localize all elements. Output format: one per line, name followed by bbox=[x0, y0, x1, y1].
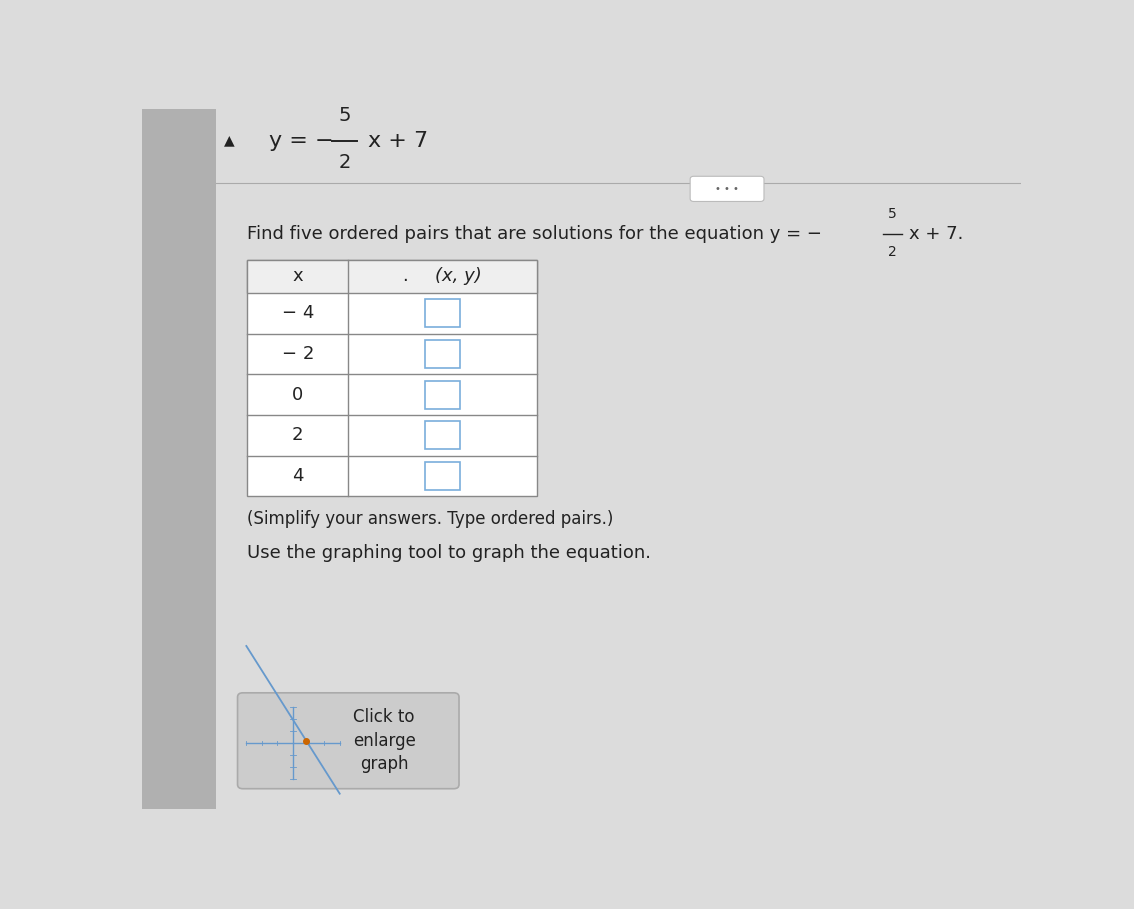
Text: x + 7.: x + 7. bbox=[909, 225, 964, 243]
Text: − 2: − 2 bbox=[281, 345, 314, 363]
Text: x + 7: x + 7 bbox=[367, 131, 428, 151]
Text: 5: 5 bbox=[339, 106, 352, 125]
Text: 4: 4 bbox=[291, 467, 304, 484]
Text: x: x bbox=[293, 267, 303, 285]
Bar bbox=[142, 109, 217, 809]
Text: Use the graphing tool to graph the equation.: Use the graphing tool to graph the equat… bbox=[247, 544, 651, 562]
Text: 0: 0 bbox=[293, 385, 304, 404]
Text: 5: 5 bbox=[888, 207, 897, 221]
Bar bbox=[247, 260, 538, 294]
Text: Find five ordered pairs that are solutions for the equation y = −: Find five ordered pairs that are solutio… bbox=[247, 225, 822, 243]
Text: (Simplify your answers. Type ordered pairs.): (Simplify your answers. Type ordered pai… bbox=[247, 510, 613, 528]
Bar bbox=[425, 299, 460, 327]
Bar bbox=[425, 462, 460, 490]
Text: Click to
enlarge
graph: Click to enlarge graph bbox=[353, 708, 415, 774]
Bar bbox=[425, 421, 460, 449]
Text: 2: 2 bbox=[339, 154, 350, 172]
Text: 2: 2 bbox=[888, 245, 897, 259]
Text: ▲: ▲ bbox=[223, 134, 234, 147]
Bar bbox=[425, 381, 460, 409]
FancyBboxPatch shape bbox=[237, 693, 459, 789]
Bar bbox=[425, 340, 460, 368]
Text: (x, y): (x, y) bbox=[435, 267, 482, 285]
Text: 2: 2 bbox=[291, 426, 304, 445]
Text: − 4: − 4 bbox=[281, 305, 314, 323]
Text: .: . bbox=[403, 267, 408, 285]
FancyBboxPatch shape bbox=[691, 176, 764, 202]
Text: y = −: y = − bbox=[269, 131, 333, 151]
Text: • • •: • • • bbox=[716, 184, 739, 194]
Bar bbox=[247, 260, 538, 496]
